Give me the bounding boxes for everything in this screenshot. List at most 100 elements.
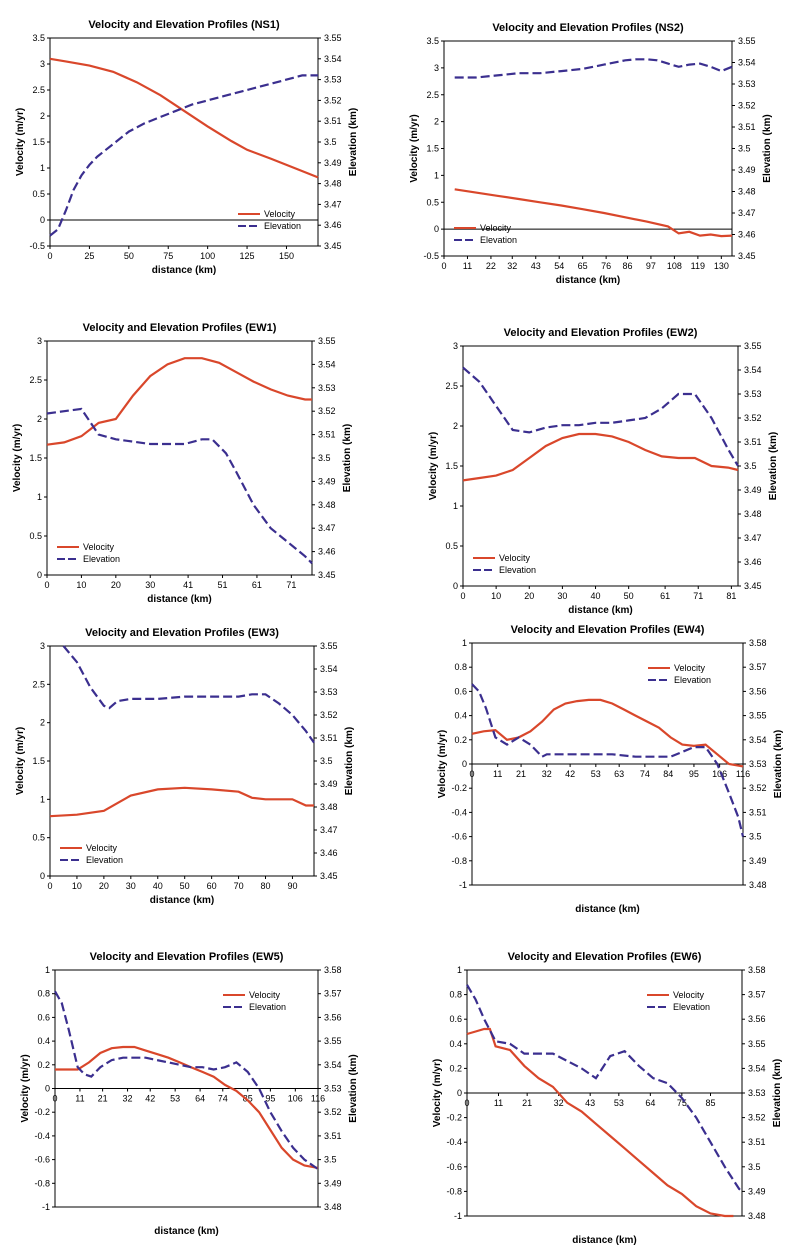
y-tick-label: 3 bbox=[37, 336, 42, 346]
y-tick-label: 2.5 bbox=[445, 381, 458, 391]
y-tick-label: -0.2 bbox=[446, 1113, 462, 1123]
y2-tick-label: 3.48 bbox=[748, 1211, 766, 1221]
y-tick-label: 2.5 bbox=[32, 85, 45, 95]
x-tick-label: 25 bbox=[84, 251, 94, 261]
y-tick-label: -0.4 bbox=[451, 807, 467, 817]
y2-tick-label: 3.54 bbox=[324, 1060, 342, 1070]
x-tick-label: 20 bbox=[524, 591, 534, 601]
chart-panel: Velocity and Elevation Profiles (EW2) 0 0.… bbox=[428, 327, 779, 616]
y2-tick-label: 3.52 bbox=[738, 101, 756, 111]
y-tick-label: 0.6 bbox=[454, 686, 467, 696]
y2-tick-label: 3.53 bbox=[324, 75, 342, 85]
elevation-line bbox=[462, 366, 739, 467]
x-axis-label: distance (km) bbox=[575, 904, 639, 915]
y2-tick-label: 3.48 bbox=[324, 179, 342, 189]
x-tick-label: 130 bbox=[714, 261, 729, 271]
x-tick-label: 10 bbox=[72, 881, 82, 891]
y2-tick-label: 3.53 bbox=[318, 383, 336, 393]
x-tick-label: 11 bbox=[463, 261, 472, 271]
velocity-line bbox=[49, 57, 319, 179]
y2-axis-label: Elevation (km) bbox=[348, 1054, 359, 1122]
x-tick-label: 50 bbox=[180, 881, 190, 891]
y2-tick-label: 3.51 bbox=[320, 733, 338, 743]
x-tick-label: 116 bbox=[311, 1094, 325, 1104]
legend-label: Velocity bbox=[83, 542, 115, 552]
y2-tick-label: 3.54 bbox=[318, 359, 336, 369]
y2-tick-label: 3.53 bbox=[324, 1084, 342, 1094]
x-tick-label: 54 bbox=[554, 261, 564, 271]
y-tick-label: 1 bbox=[434, 170, 439, 180]
x-tick-label: 95 bbox=[265, 1094, 275, 1104]
y2-tick-label: 3.48 bbox=[318, 500, 336, 510]
y-tick-label: 1 bbox=[462, 638, 467, 648]
y-tick-label: 0.8 bbox=[449, 990, 462, 1000]
y2-tick-label: 3.54 bbox=[320, 664, 338, 674]
y2-tick-label: 3.51 bbox=[748, 1137, 766, 1147]
legend-label: Velocity bbox=[674, 663, 706, 673]
legend-label: Elevation bbox=[83, 554, 120, 564]
y2-tick-label: 3.55 bbox=[318, 336, 336, 346]
plot-frame bbox=[462, 345, 739, 587]
elevation-line bbox=[49, 74, 318, 237]
y-tick-label: 2 bbox=[453, 421, 458, 431]
y2-tick-label: 3.45 bbox=[738, 251, 756, 261]
x-axis-label: distance (km) bbox=[152, 265, 216, 276]
y2-tick-label: 3.48 bbox=[320, 802, 338, 812]
y2-tick-label: 3.5 bbox=[744, 461, 757, 471]
y-tick-label: -0.6 bbox=[34, 1155, 50, 1165]
y-tick-label: 1 bbox=[40, 163, 45, 173]
x-tick-label: 0 bbox=[469, 769, 474, 779]
y2-tick-label: 3.52 bbox=[324, 1107, 342, 1117]
x-tick-label: 74 bbox=[640, 769, 650, 779]
y2-tick-label: 3.54 bbox=[749, 735, 767, 745]
x-tick-label: 11 bbox=[494, 1098, 503, 1108]
y2-tick-label: 3.48 bbox=[324, 1202, 342, 1212]
elevation-line bbox=[46, 407, 313, 565]
y-tick-label: 1.5 bbox=[32, 137, 45, 147]
x-tick-label: 119 bbox=[691, 261, 705, 271]
x-tick-label: 21 bbox=[522, 1098, 532, 1108]
y2-tick-label: 3.5 bbox=[320, 756, 333, 766]
y-axis-label: Velocity (m/yr) bbox=[428, 432, 439, 500]
y2-tick-label: 3.53 bbox=[749, 759, 767, 769]
y-tick-label: -0.4 bbox=[446, 1137, 462, 1147]
velocity-line bbox=[49, 786, 314, 818]
y2-tick-label: 3.49 bbox=[749, 856, 767, 866]
y-tick-label: 0 bbox=[40, 215, 45, 225]
y-tick-label: -0.5 bbox=[423, 251, 439, 261]
y-axis-label: Velocity (m/yr) bbox=[437, 730, 448, 798]
y-tick-label: 1.5 bbox=[445, 461, 458, 471]
chart-title: Velocity and Elevation Profiles (EW5) bbox=[90, 951, 284, 963]
y2-tick-label: 3.52 bbox=[749, 783, 767, 793]
y2-tick-label: 3.53 bbox=[320, 687, 338, 697]
x-tick-label: 76 bbox=[601, 261, 611, 271]
plot-frame bbox=[49, 645, 315, 877]
velocity-line bbox=[55, 1045, 319, 1169]
y-tick-label: 1.5 bbox=[426, 144, 439, 154]
x-tick-label: 85 bbox=[243, 1094, 253, 1104]
y-tick-label: 0.5 bbox=[426, 197, 439, 207]
y2-tick-label: 3.5 bbox=[324, 137, 337, 147]
y2-tick-label: 3.45 bbox=[320, 871, 338, 881]
y2-tick-label: 3.56 bbox=[749, 686, 767, 696]
y-tick-label: 3.5 bbox=[32, 33, 45, 43]
x-tick-label: 0 bbox=[47, 881, 52, 891]
y-tick-label: -0.8 bbox=[446, 1186, 462, 1196]
x-tick-label: 22 bbox=[486, 261, 496, 271]
y-tick-label: -0.2 bbox=[34, 1107, 50, 1117]
legend-label: Velocity bbox=[480, 223, 512, 233]
y-tick-label: 0 bbox=[457, 1088, 462, 1098]
y-axis-label: Velocity (m/yr) bbox=[20, 1054, 31, 1122]
legend-label: Velocity bbox=[673, 990, 705, 1000]
y2-tick-label: 3.46 bbox=[318, 547, 336, 557]
y2-tick-label: 3.53 bbox=[738, 79, 756, 89]
y2-tick-label: 3.45 bbox=[324, 241, 342, 251]
y2-axis-label: Elevation (km) bbox=[768, 432, 779, 500]
y2-tick-label: 3.55 bbox=[748, 1039, 766, 1049]
y-tick-label: 2.5 bbox=[29, 375, 42, 385]
x-tick-label: 90 bbox=[287, 881, 297, 891]
x-tick-label: 95 bbox=[689, 769, 699, 779]
x-tick-label: 42 bbox=[145, 1094, 155, 1104]
chart-panel: Velocity and Elevation Profiles (EW1) 0 0.… bbox=[12, 322, 353, 605]
y2-axis-label: Elevation (km) bbox=[772, 1059, 783, 1127]
